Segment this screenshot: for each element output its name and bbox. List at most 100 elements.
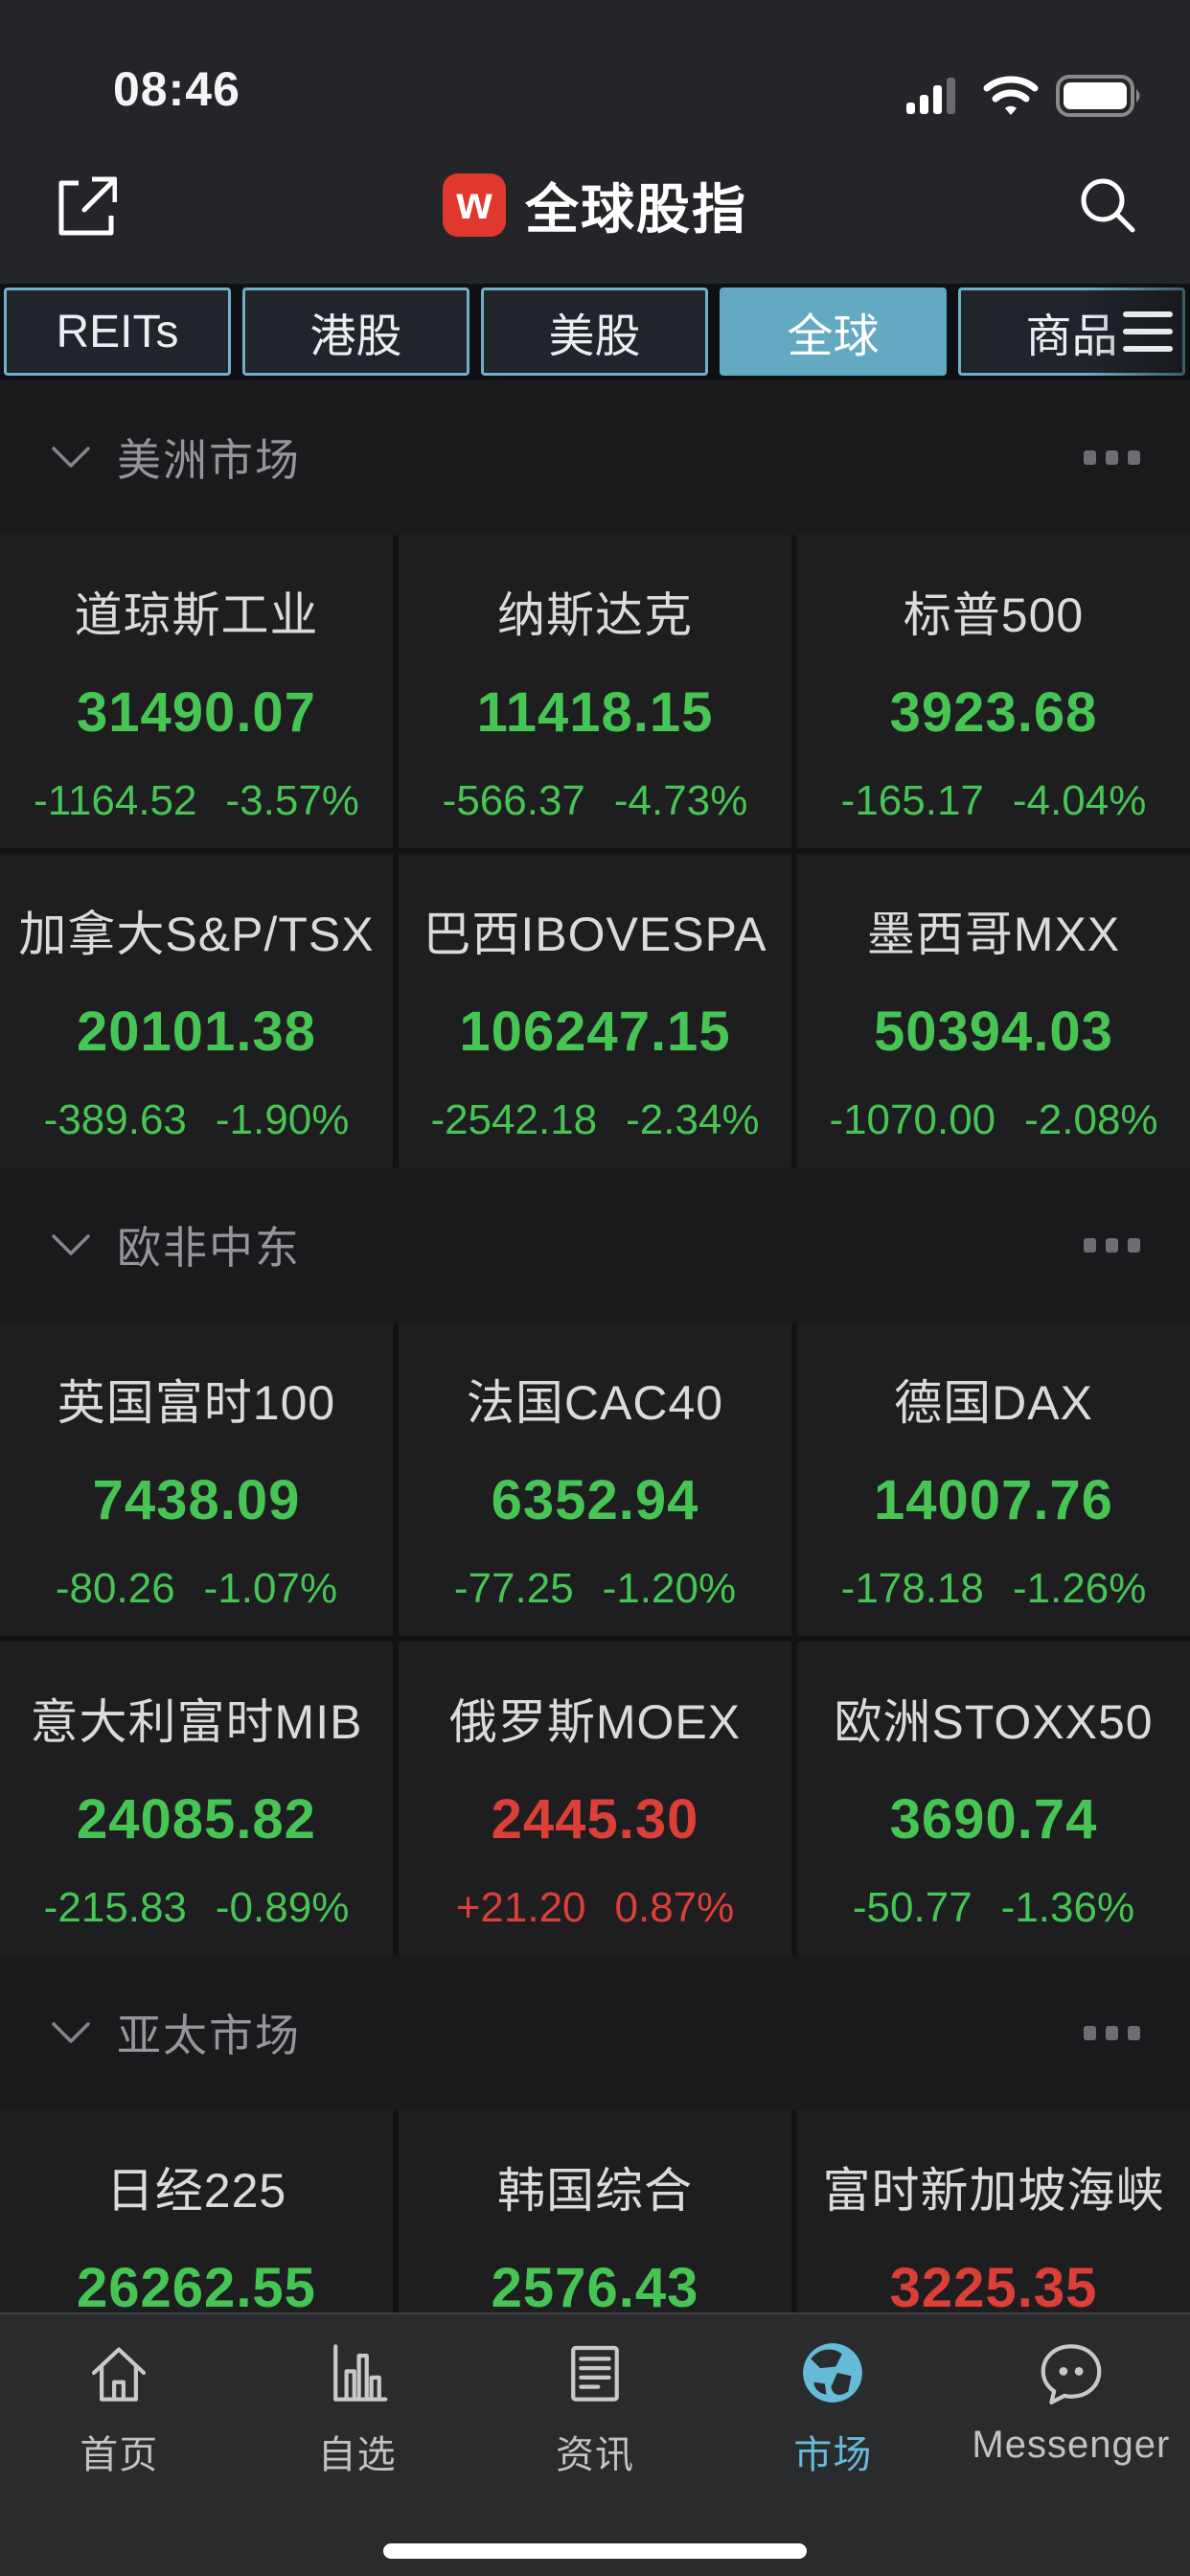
index-card[interactable]: 纳斯达克 11418.15 -566.37 -4.73% xyxy=(399,535,791,848)
index-card[interactable]: 英国富时100 7438.09 -80.26 -1.07% xyxy=(0,1322,393,1636)
wind-logo: w xyxy=(443,173,506,237)
index-change: +21.20 0.87% xyxy=(456,1884,735,1932)
bottom-nav: 首页 自选 xyxy=(0,2312,1190,2576)
nav-item-watchlist[interactable]: 自选 xyxy=(238,2314,475,2576)
index-price: 26262.55 xyxy=(77,2257,316,2319)
change-value: -1164.52 xyxy=(34,777,197,824)
index-grid: 道琼斯工业 31490.07 -1164.52 -3.57% 纳斯达克 1141… xyxy=(0,535,1190,1167)
nav-item-market[interactable]: 市场 xyxy=(714,2314,951,2576)
more-icon[interactable] xyxy=(1084,449,1140,465)
page-title: w 全球股指 xyxy=(0,126,1190,284)
index-change: -2542.18 -2.34% xyxy=(430,1096,759,1144)
nav-item-home[interactable]: 首页 xyxy=(0,2314,238,2576)
tab-港股[interactable]: 港股 xyxy=(242,288,469,376)
index-grid: 英国富时100 7438.09 -80.26 -1.07% 法国CAC40 63… xyxy=(0,1322,1190,1955)
index-change: -215.83 -0.89% xyxy=(44,1884,350,1932)
index-price: 2576.43 xyxy=(491,2257,699,2319)
index-price: 3225.35 xyxy=(889,2257,1098,2319)
nav-item-messenger[interactable]: Messenger xyxy=(952,2314,1190,2576)
index-card[interactable]: 道琼斯工业 31490.07 -1164.52 -3.57% xyxy=(0,535,393,848)
index-name: 纳斯达克 xyxy=(497,588,693,642)
status-time: 08:46 xyxy=(113,62,240,116)
chevron-down-icon[interactable] xyxy=(50,445,92,470)
index-price: 50394.03 xyxy=(874,1000,1113,1063)
index-name: 英国富时100 xyxy=(57,1376,336,1430)
page-title-text: 全球股指 xyxy=(525,178,747,240)
tab-label: 港股 xyxy=(309,311,402,362)
nav-label: 首页 xyxy=(80,2434,159,2476)
home-indicator[interactable] xyxy=(383,2543,807,2559)
index-name: 法国CAC40 xyxy=(466,1376,724,1430)
index-name: 巴西IBOVESPA xyxy=(423,908,767,961)
watchlist-icon xyxy=(320,2335,395,2410)
index-price: 6352.94 xyxy=(491,1469,699,1531)
change-value: -50.77 xyxy=(852,1884,973,1931)
section-header: 美洲市场 xyxy=(0,380,1190,535)
index-name: 富时新加坡海峡 xyxy=(822,2164,1165,2218)
index-price: 2445.30 xyxy=(491,1788,699,1851)
news-icon xyxy=(558,2335,632,2410)
change-percent: -1.90% xyxy=(215,1096,350,1143)
nav-label: 资讯 xyxy=(556,2434,635,2476)
index-price: 20101.38 xyxy=(77,1000,316,1063)
tab-美股[interactable]: 美股 xyxy=(481,288,708,376)
change-percent: -4.04% xyxy=(1012,777,1147,824)
index-name: 墨西哥MXX xyxy=(866,908,1121,961)
section-header: 亚太市场 xyxy=(0,1955,1190,2110)
market-globe-icon xyxy=(795,2335,870,2410)
index-card[interactable]: 加拿大S&P/TSX 20101.38 -389.63 -1.90% xyxy=(0,854,393,1167)
change-value: -389.63 xyxy=(43,1096,187,1143)
index-change: -77.25 -1.20% xyxy=(454,1565,736,1613)
index-name: 意大利富时MIB xyxy=(30,1695,363,1749)
chevron-down-icon[interactable] xyxy=(50,1232,92,1257)
nav-label: 市场 xyxy=(793,2434,873,2476)
index-name: 道琼斯工业 xyxy=(74,588,319,642)
change-percent: -1.07% xyxy=(203,1565,338,1612)
tab-全球[interactable]: 全球 xyxy=(720,288,947,376)
index-card[interactable]: 俄罗斯MOEX 2445.30 +21.20 0.87% xyxy=(399,1642,791,1955)
index-change: -165.17 -4.04% xyxy=(841,777,1147,825)
change-percent: -1.20% xyxy=(602,1565,737,1612)
nav-item-news[interactable]: 资讯 xyxy=(476,2314,714,2576)
index-change: -50.77 -1.36% xyxy=(853,1884,1134,1932)
change-percent: -3.57% xyxy=(225,777,359,824)
change-percent: 0.87% xyxy=(614,1884,735,1931)
index-card[interactable]: 法国CAC40 6352.94 -77.25 -1.20% xyxy=(399,1322,791,1636)
index-card[interactable]: 欧洲STOXX50 3690.74 -50.77 -1.36% xyxy=(797,1642,1190,1955)
index-change: -1070.00 -2.08% xyxy=(829,1096,1157,1144)
change-percent: -2.34% xyxy=(626,1096,760,1143)
wifi-icon xyxy=(983,75,1039,117)
index-name: 标普500 xyxy=(903,588,1085,642)
change-value: -215.83 xyxy=(43,1884,187,1931)
index-price: 31490.07 xyxy=(77,681,316,744)
index-change: -566.37 -4.73% xyxy=(443,777,748,825)
tab-label: REITs xyxy=(56,306,179,357)
index-card[interactable]: 德国DAX 14007.76 -178.18 -1.26% xyxy=(797,1322,1190,1636)
index-name: 欧洲STOXX50 xyxy=(834,1695,1154,1749)
tab-label: 美股 xyxy=(548,311,641,362)
tab-REITs[interactable]: REITs xyxy=(4,288,231,376)
change-value: -77.25 xyxy=(453,1565,574,1612)
more-icon[interactable] xyxy=(1084,1237,1140,1253)
home-icon xyxy=(81,2335,156,2410)
search-icon[interactable] xyxy=(1075,172,1140,238)
change-value: -178.18 xyxy=(840,1565,984,1612)
change-percent: -1.26% xyxy=(1012,1565,1147,1612)
index-list: 美洲市场 道琼斯工业 31490.07 -1164.52 -3.57% 纳斯达克… xyxy=(0,380,1190,2424)
nav-label: 自选 xyxy=(317,2434,397,2476)
index-change: -389.63 -1.90% xyxy=(44,1096,350,1144)
index-price: 3923.68 xyxy=(889,681,1098,744)
chevron-down-icon[interactable] xyxy=(50,2020,92,2045)
index-card[interactable]: 巴西IBOVESPA 106247.15 -2542.18 -2.34% xyxy=(399,854,791,1167)
index-card[interactable]: 标普500 3923.68 -165.17 -4.04% xyxy=(797,535,1190,848)
section-header: 欧非中东 xyxy=(0,1167,1190,1322)
index-card[interactable]: 意大利富时MIB 24085.82 -215.83 -0.89% xyxy=(0,1642,393,1955)
market-tabs: REITs 港股 美股 全球 商品 xyxy=(0,284,1190,380)
index-card[interactable]: 墨西哥MXX 50394.03 -1070.00 -2.08% xyxy=(797,854,1190,1167)
share-icon[interactable] xyxy=(50,172,117,239)
change-percent: -4.73% xyxy=(613,777,748,824)
hamburger-icon[interactable] xyxy=(1123,311,1173,352)
more-icon[interactable] xyxy=(1084,2025,1140,2040)
index-name: 德国DAX xyxy=(894,1376,1093,1430)
